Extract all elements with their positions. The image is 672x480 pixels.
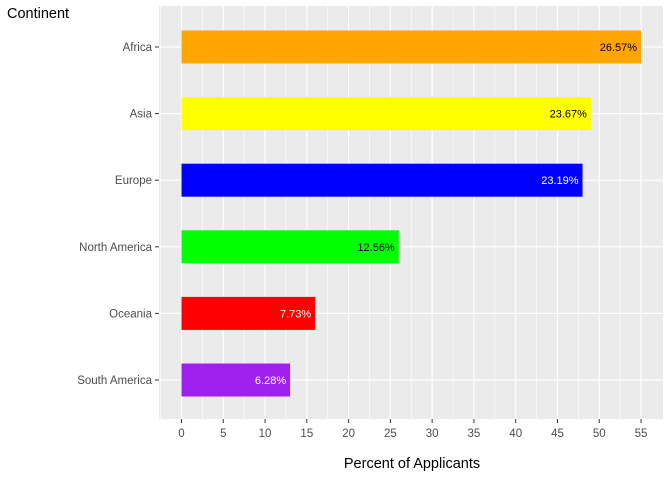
data-label: 12.56% [357,242,395,254]
x-tick-label: 25 [384,428,397,440]
x-tick-label: 55 [635,428,648,440]
bar-asia [181,97,591,131]
x-axis-title: Percent of Applicants [343,456,481,472]
y-tick-label: Oceania [109,308,152,320]
x-tick-label: 20 [342,428,355,440]
x-tick-label: 5 [220,428,226,440]
bar-north-america [181,230,399,264]
x-tick-label: 35 [468,428,481,440]
y-tick-label: North America [79,242,152,254]
data-label: 26.57% [600,42,638,54]
y-axis-title: Continent [7,6,70,22]
x-tick-label: 10 [259,428,272,440]
x-tick-label: 40 [509,428,522,440]
data-label: 6.28% [255,375,286,387]
bar-south-america [181,363,291,397]
bar-africa [181,30,642,64]
y-tick-label: South America [77,375,152,387]
x-tick-label: 30 [426,428,439,440]
x-tick-label: 0 [178,428,184,440]
data-label: 23.67% [550,109,588,121]
y-tick-label: Africa [123,42,153,54]
y-tick-label: Asia [130,109,153,121]
x-tick-label: 15 [300,428,313,440]
bar-europe [181,163,583,197]
x-tick-label: 45 [551,428,564,440]
bar-oceania [181,296,316,330]
x-tick-label: 50 [593,428,606,440]
data-label: 23.19% [541,175,579,187]
data-label: 7.73% [280,308,311,320]
y-tick-label: Europe [115,175,152,187]
